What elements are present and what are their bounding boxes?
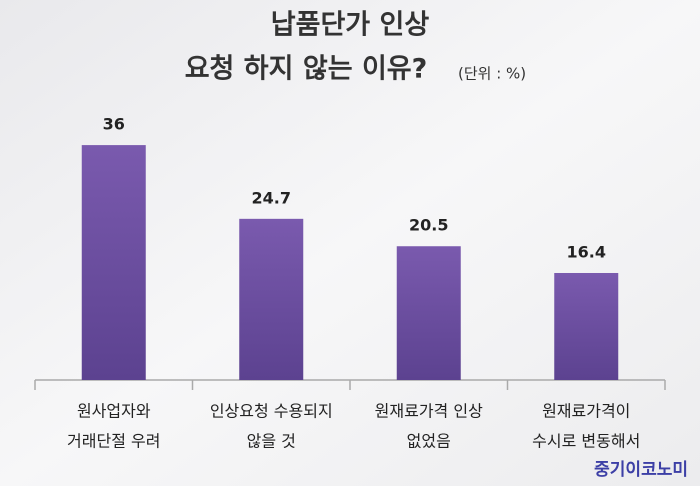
x-tick-label: 인상요청 수용되지: [210, 402, 333, 421]
value-label: 24.7: [252, 188, 291, 207]
bar: [239, 218, 304, 380]
source: 중기이코노미: [594, 460, 688, 480]
chart-title: 요청 하지 않는 이유?: [185, 54, 428, 85]
x-tick-label: 수시로 변동해서: [532, 432, 640, 451]
value-label: 16.4: [567, 242, 606, 261]
value-label: 36: [103, 115, 125, 134]
x-tick-label: 원재료가격 인상: [375, 402, 483, 421]
x-tick-label: 원사업자와: [77, 402, 151, 421]
bar: [81, 145, 146, 380]
bar: [554, 272, 619, 380]
chart-title: 납품단가 인상: [271, 10, 430, 41]
x-tick-label: 없었음: [407, 432, 451, 451]
x-tick-label: 원재료가격이: [542, 402, 630, 421]
unit-label: (단위 : %): [458, 65, 526, 83]
bar: [396, 246, 461, 380]
value-label: 20.5: [409, 216, 448, 235]
x-tick-label: 거래단절 우려: [67, 432, 160, 451]
x-tick-label: 않을 것: [247, 432, 296, 451]
